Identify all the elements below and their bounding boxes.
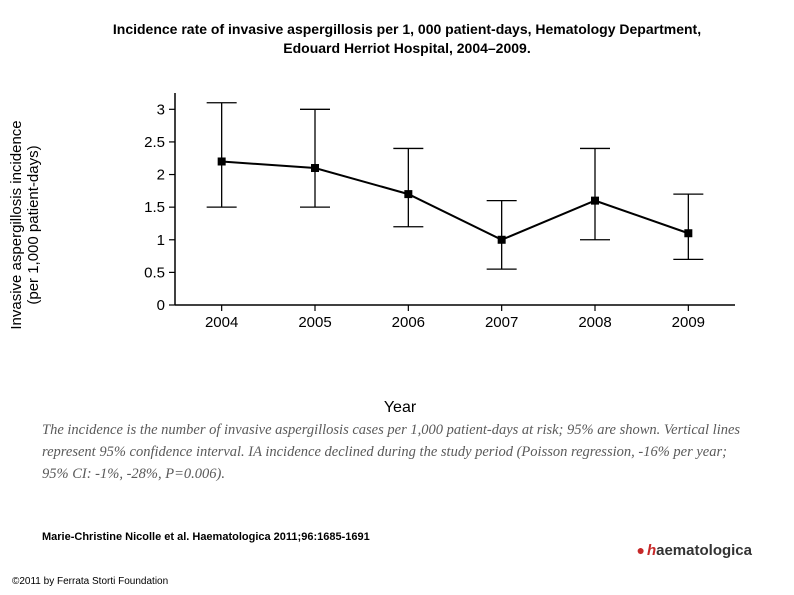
title-line-2: Edouard Herriot Hospital, 2004–2009. bbox=[283, 40, 530, 56]
svg-text:0.5: 0.5 bbox=[144, 264, 165, 281]
copyright-text: ©2011 by Ferrata Storti Foundation bbox=[12, 576, 168, 587]
svg-text:3: 3 bbox=[157, 101, 165, 118]
svg-text:2008: 2008 bbox=[578, 314, 611, 331]
svg-text:2006: 2006 bbox=[392, 314, 425, 331]
chart-container: Invasive aspergillosis incidence (per 1,… bbox=[55, 85, 745, 365]
svg-text:2: 2 bbox=[157, 167, 165, 184]
svg-text:1: 1 bbox=[157, 232, 165, 249]
plot-area: 0 0.5 1 1.5 2 2.5 3 2004 2005 2006 2007 2008 2009 bbox=[135, 85, 745, 335]
citation-text: Marie-Christine Nicolle et al. Haematolo… bbox=[42, 530, 472, 544]
x-axis-label: Year bbox=[384, 399, 416, 417]
figure-caption: The incidence is the number of invasive … bbox=[42, 420, 754, 485]
title-line-1: Incidence rate of invasive aspergillosis… bbox=[113, 21, 701, 37]
svg-text:2009: 2009 bbox=[672, 314, 705, 331]
svg-text:2.5: 2.5 bbox=[144, 134, 165, 151]
chart-svg: 0 0.5 1 1.5 2 2.5 3 2004 2005 2006 2007 2008 2009 bbox=[135, 85, 745, 335]
logo-bullet-icon: ● bbox=[636, 542, 644, 558]
svg-text:2007: 2007 bbox=[485, 314, 518, 331]
logo-text-rest: aematologica bbox=[656, 542, 752, 559]
svg-text:2004: 2004 bbox=[205, 314, 238, 331]
logo-text-h: h bbox=[647, 542, 656, 559]
y-axis-label: Invasive aspergillosis incidence (per 1,… bbox=[8, 120, 42, 329]
journal-logo: ● haematologica bbox=[636, 542, 752, 559]
svg-text:1.5: 1.5 bbox=[144, 199, 165, 216]
chart-title: Incidence rate of invasive aspergillosis… bbox=[60, 20, 754, 58]
svg-text:0: 0 bbox=[157, 297, 165, 314]
svg-text:2005: 2005 bbox=[298, 314, 331, 331]
